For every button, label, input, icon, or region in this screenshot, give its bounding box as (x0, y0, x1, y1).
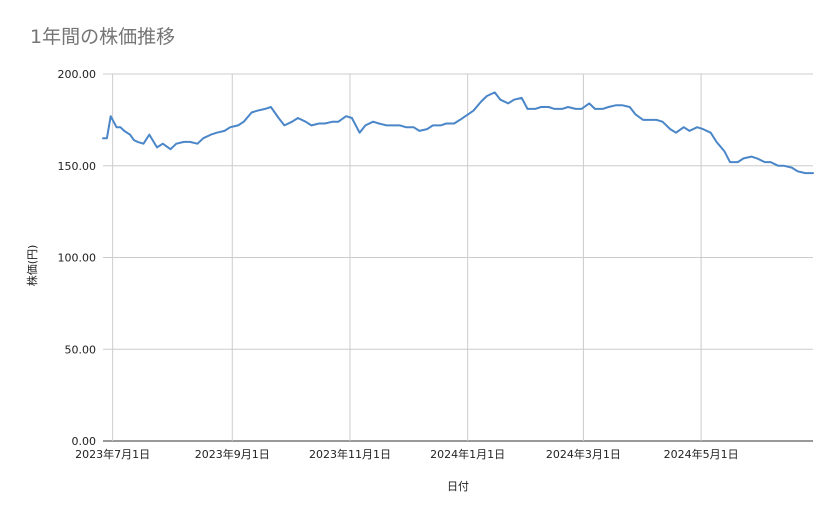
x-tick-label: 2024年1月1日 (430, 447, 505, 461)
y-axis-ticks: 0.00 50.00 100.00 150.00 200.00 (58, 68, 97, 448)
y-tick-label: 150.00 (58, 160, 97, 173)
chart-title: 1年間の株価推移 (30, 26, 176, 48)
x-tick-label: 2024年5月1日 (664, 447, 739, 461)
x-tick-label: 2023年7月1日 (75, 447, 150, 461)
y-axis-title: 株価(円) (25, 245, 39, 287)
y-tick-label: 200.00 (58, 68, 97, 81)
y-tick-label: 100.00 (58, 252, 97, 265)
x-tick-label: 2023年9月1日 (195, 447, 270, 461)
stock-price-line (102, 91, 814, 175)
y-tick-label: 50.00 (65, 343, 97, 356)
x-axis-ticks: 2023年7月1日 2023年9月1日 2023年11月1日 2024年1月1日 202… (75, 447, 738, 461)
x-axis-title: 日付 (447, 480, 469, 493)
gridlines (103, 73, 813, 442)
y-tick-label: 0.00 (72, 435, 97, 448)
x-tick-label: 2023年11月1日 (309, 447, 391, 461)
x-tick-label: 2024年3月1日 (546, 447, 621, 461)
